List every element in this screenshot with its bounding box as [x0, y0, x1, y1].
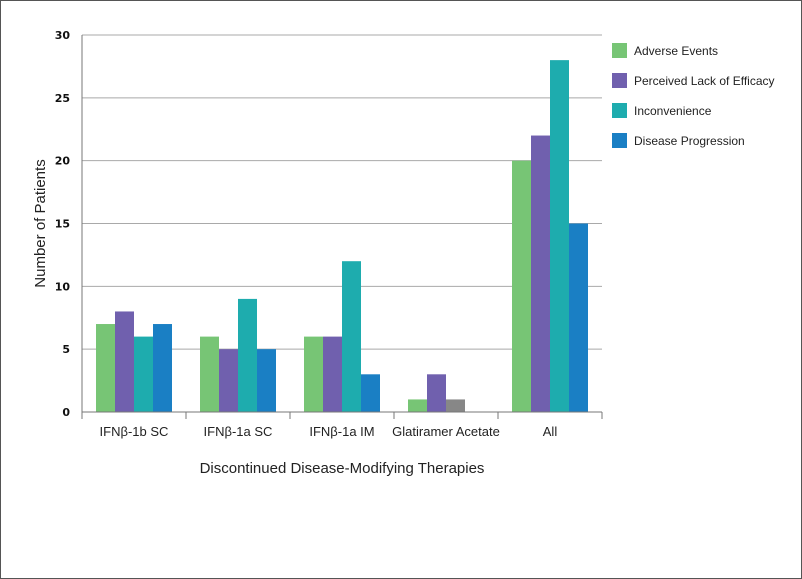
bar-disease-progression-1 — [257, 349, 276, 412]
bar-perceived-lack-of-efficacy-0 — [115, 311, 134, 412]
bar-disease-progression-2 — [361, 374, 380, 412]
bar-adverse-events-3 — [408, 399, 427, 412]
bar-adverse-events-0 — [96, 324, 115, 412]
bar-inconvenience-4 — [550, 60, 569, 413]
axes — [81, 35, 603, 419]
x-category-labels: IFNβ-1b SC IFNβ-1a SC IFNβ-1a IM Glatiramer… — [100, 424, 558, 439]
y-tick-label-30: 30 — [55, 29, 71, 42]
y-tick-label-15: 15 — [55, 218, 70, 231]
bar-perceived-lack-of-efficacy-3 — [427, 374, 446, 412]
y-tick-label-10: 10 — [55, 280, 71, 293]
x-category-label-3: Glatiramer Acetate — [392, 424, 500, 439]
bar-perceived-lack-of-efficacy-1 — [219, 349, 238, 412]
x-category-label-1: IFNβ-1a SC — [204, 424, 273, 439]
legend: Adverse Events Perceived Lack of Efficacy… — [612, 43, 775, 148]
legend-swatch-0 — [612, 43, 627, 58]
bar-perceived-lack-of-efficacy-4 — [531, 135, 550, 413]
bar-inconvenience-2 — [342, 261, 361, 412]
legend-label-1: Perceived Lack of Efficacy — [634, 74, 775, 88]
x-category-label-2: IFNβ-1a IM — [309, 424, 374, 439]
x-axis-title: Discontinued Disease-Modifying Therapies — [200, 460, 485, 477]
legend-swatch-1 — [612, 73, 627, 88]
bar-inconvenience-1 — [238, 298, 257, 412]
y-tick-label-5: 5 — [62, 343, 70, 356]
bar-disease-progression-0 — [153, 324, 172, 412]
legend-swatch-3 — [612, 133, 627, 148]
legend-label-2: Inconvenience — [634, 104, 712, 118]
y-tick-label-0: 0 — [62, 406, 70, 419]
bar-extra-0 — [446, 399, 465, 412]
y-tick-label-20: 20 — [55, 155, 71, 168]
y-tick-labels: 0 5 10 15 20 25 30 — [55, 29, 71, 419]
x-category-label-0: IFNβ-1b SC — [100, 424, 169, 439]
legend-label-0: Adverse Events — [634, 44, 718, 58]
bar-inconvenience-0 — [134, 336, 153, 412]
y-axis-title: Number of Patients — [32, 159, 49, 287]
bar-adverse-events-4 — [512, 160, 531, 412]
bar-adverse-events-1 — [200, 336, 219, 412]
bars — [96, 60, 588, 413]
bar-perceived-lack-of-efficacy-2 — [323, 336, 342, 412]
bar-disease-progression-4 — [569, 223, 588, 412]
y-tick-label-25: 25 — [55, 92, 70, 105]
legend-swatch-2 — [612, 103, 627, 118]
legend-label-3: Disease Progression — [634, 134, 745, 148]
bar-adverse-events-2 — [304, 336, 323, 412]
x-category-label-4: All — [543, 424, 558, 439]
